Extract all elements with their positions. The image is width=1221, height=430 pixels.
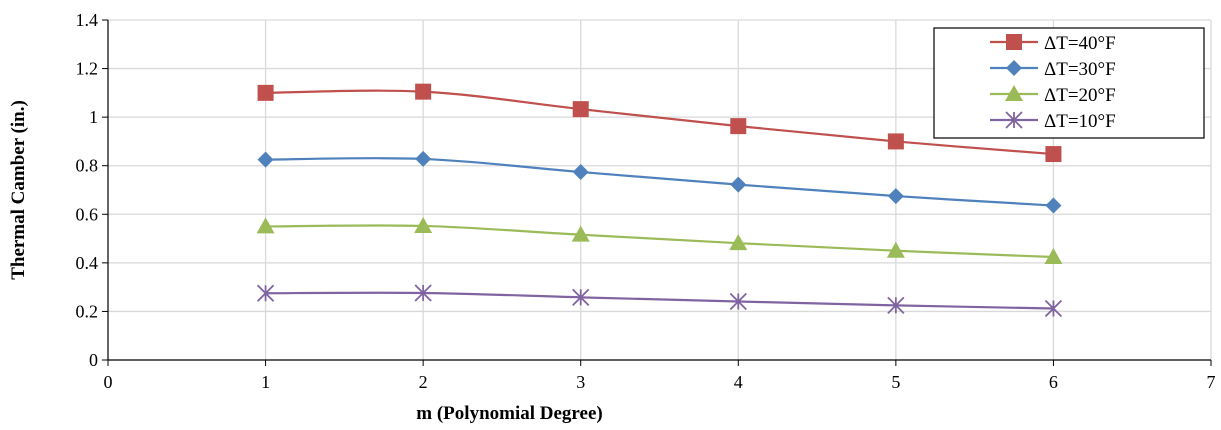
data-point bbox=[887, 296, 905, 314]
y-tick-labels: 0 0.2 0.4 0.6 0.8 1 1.2 1.4 bbox=[76, 10, 99, 370]
x-tick-label: 6 bbox=[1049, 372, 1058, 392]
y-tick-label: 1 bbox=[89, 107, 98, 127]
series-line bbox=[265, 291, 1054, 310]
x-tick-labels: 0 1 2 3 4 5 6 7 bbox=[104, 372, 1216, 392]
y-tick-label: 0.4 bbox=[76, 253, 99, 273]
data-point bbox=[1045, 146, 1062, 163]
legend: ΔT=40°F ΔT=30°F ΔT=20°F ΔT=10°F bbox=[933, 27, 1205, 139]
series-2 bbox=[256, 216, 1063, 265]
y-tick-label: 0.8 bbox=[76, 156, 99, 176]
x-tick-label: 1 bbox=[261, 372, 270, 392]
y-axis-title: Thermal Camber (in.) bbox=[8, 100, 29, 280]
data-point bbox=[256, 284, 275, 302]
x-tick-label: 7 bbox=[1207, 372, 1216, 392]
data-point bbox=[415, 150, 432, 167]
x-tick-label: 5 bbox=[891, 372, 900, 392]
data-point bbox=[730, 176, 747, 193]
x-axis-title: m (Polynomial Degree) bbox=[416, 403, 602, 424]
data-point bbox=[1045, 197, 1062, 214]
data-point bbox=[1044, 248, 1063, 265]
series-layer bbox=[256, 83, 1063, 318]
data-point bbox=[257, 84, 274, 101]
data-point bbox=[414, 216, 433, 233]
legend-marker bbox=[1006, 34, 1022, 50]
data-point bbox=[571, 225, 590, 242]
data-point bbox=[572, 164, 589, 181]
y-tick-label: 0.2 bbox=[76, 301, 99, 321]
data-point bbox=[256, 217, 275, 234]
data-point bbox=[572, 101, 589, 118]
data-point bbox=[1044, 299, 1063, 318]
data-point bbox=[887, 133, 904, 150]
data-point bbox=[414, 284, 432, 302]
data-point bbox=[887, 188, 904, 205]
y-tick-label: 0 bbox=[89, 350, 98, 370]
x-tick-label: 0 bbox=[104, 372, 113, 392]
y-tick-label: 1.2 bbox=[76, 59, 99, 79]
legend-entry: ΔT=30°F bbox=[990, 59, 1116, 80]
axes bbox=[102, 19, 1212, 366]
x-tick-label: 4 bbox=[734, 372, 743, 392]
x-tick-label: 3 bbox=[576, 372, 585, 392]
series-line bbox=[265, 89, 1054, 156]
y-tick-label: 1.4 bbox=[76, 10, 99, 30]
data-point bbox=[572, 288, 590, 306]
series-1 bbox=[257, 150, 1062, 214]
series-3 bbox=[256, 284, 1063, 318]
data-point bbox=[415, 83, 432, 100]
legend-entry: ΔT=40°F bbox=[990, 33, 1116, 54]
series-line bbox=[265, 224, 1054, 259]
legend-label: ΔT=20°F bbox=[1044, 85, 1116, 106]
legend-label: ΔT=40°F bbox=[1044, 33, 1116, 54]
series-line bbox=[265, 157, 1054, 207]
x-tick-label: 2 bbox=[419, 372, 428, 392]
legend-box bbox=[933, 27, 1205, 139]
data-point bbox=[729, 234, 748, 251]
data-point bbox=[886, 241, 905, 258]
data-point bbox=[729, 292, 747, 311]
legend-label: ΔT=30°F bbox=[1044, 59, 1116, 80]
data-point bbox=[730, 118, 747, 135]
data-point bbox=[257, 151, 274, 168]
y-tick-label: 0.6 bbox=[76, 204, 99, 224]
series-0 bbox=[257, 83, 1062, 163]
legend-entry: ΔT=10°F bbox=[990, 111, 1116, 132]
legend-marker bbox=[1005, 85, 1023, 101]
legend-entry: ΔT=20°F bbox=[990, 85, 1116, 106]
legend-marker bbox=[1006, 60, 1022, 76]
legend-label: ΔT=10°F bbox=[1044, 111, 1116, 132]
legend-marker bbox=[1005, 111, 1023, 129]
